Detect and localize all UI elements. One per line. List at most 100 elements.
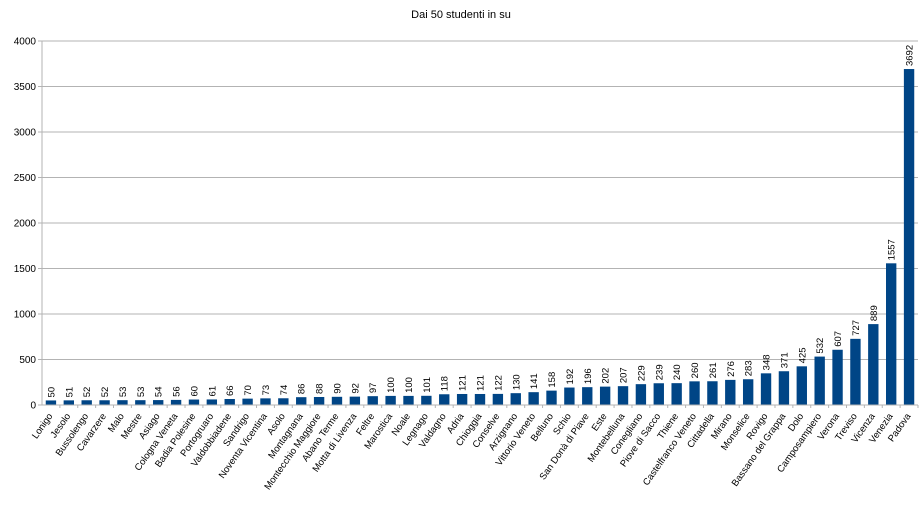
bar <box>135 400 146 405</box>
bar <box>421 395 432 405</box>
bar <box>832 349 843 405</box>
bar <box>492 393 504 405</box>
bar <box>403 395 414 405</box>
bar <box>725 379 736 405</box>
data-label: 121 <box>476 375 487 391</box>
bar <box>296 397 307 405</box>
data-label: 101 <box>422 377 433 393</box>
data-label: 202 <box>601 368 612 384</box>
bars <box>45 69 915 405</box>
data-label: 92 <box>350 383 361 394</box>
data-label: 607 <box>833 331 844 347</box>
data-label: 73 <box>261 385 272 396</box>
data-label: 260 <box>690 362 701 378</box>
bar <box>510 393 521 405</box>
data-label: 70 <box>243 385 254 396</box>
bar <box>707 381 718 405</box>
data-label: 240 <box>672 364 683 380</box>
y-tick-label: 3000 <box>14 128 37 139</box>
data-label: 130 <box>511 374 522 390</box>
bar <box>242 398 253 405</box>
data-label: 60 <box>189 386 200 397</box>
data-label: 74 <box>279 385 290 396</box>
data-label: 371 <box>779 352 790 368</box>
data-label: 52 <box>82 387 93 398</box>
data-label: 889 <box>869 305 880 321</box>
bar <box>45 400 57 405</box>
data-label: 56 <box>172 386 183 397</box>
bar <box>582 387 593 405</box>
bar <box>689 381 700 405</box>
data-label: 66 <box>225 385 236 396</box>
data-label: 283 <box>744 360 755 376</box>
data-label: 100 <box>404 377 415 393</box>
data-label: 207 <box>619 367 630 383</box>
bar <box>153 400 164 405</box>
y-axis-ticks: 0 500 1000 1500 2000 2500 3000 3500 4000 <box>14 37 42 412</box>
data-label: 53 <box>118 387 129 398</box>
bar <box>885 263 897 405</box>
data-label: 88 <box>315 383 326 394</box>
data-label: 229 <box>636 365 647 381</box>
data-label: 158 <box>547 372 558 388</box>
bar <box>439 394 450 405</box>
data-label: 141 <box>529 373 540 389</box>
bar <box>474 393 486 405</box>
data-label: 121 <box>458 375 469 391</box>
bar <box>903 69 915 405</box>
data-label: 192 <box>565 369 576 385</box>
data-labels: 50 51 52 52 53 53 54 56 60 61 66 70 73 74 86 88 90 92 97 10… <box>46 45 915 398</box>
bar <box>81 400 92 405</box>
data-label: 122 <box>493 375 504 391</box>
y-tick-label: 4000 <box>14 37 37 48</box>
bar <box>617 386 629 405</box>
y-tick-label: 500 <box>19 355 36 366</box>
bar <box>546 390 557 405</box>
bar <box>456 393 468 405</box>
bar <box>796 366 807 405</box>
data-label: 90 <box>332 383 343 394</box>
data-label: 86 <box>297 384 308 395</box>
bar <box>528 392 539 405</box>
bar <box>313 396 325 405</box>
data-label: 52 <box>100 387 111 398</box>
bar <box>742 379 754 405</box>
bar <box>367 396 378 405</box>
bar <box>331 396 343 405</box>
bar <box>206 399 218 405</box>
data-label: 3692 <box>905 45 916 66</box>
data-label: 239 <box>654 364 665 380</box>
data-label: 276 <box>726 361 737 377</box>
bar <box>260 398 271 405</box>
bar <box>760 373 772 405</box>
data-label: 532 <box>815 338 826 354</box>
data-label: 261 <box>708 362 719 378</box>
y-tick-label: 2000 <box>14 219 37 230</box>
bar <box>599 386 611 405</box>
gridlines <box>42 40 918 360</box>
bar <box>278 398 289 405</box>
bar <box>99 400 110 405</box>
bar <box>814 356 825 405</box>
bar <box>385 395 396 405</box>
y-tick-label: 1000 <box>14 310 37 321</box>
bar <box>117 400 128 405</box>
x-axis-ticks: LonigoJesoloBussolengoCavarzereMaloMestr… <box>30 405 919 492</box>
data-label: 51 <box>64 387 75 398</box>
data-label: 61 <box>207 386 218 397</box>
data-label: 54 <box>154 387 165 398</box>
y-tick-label: 2500 <box>14 173 37 184</box>
chart-title: Dai 50 studenti in su <box>411 9 511 21</box>
data-label: 1557 <box>887 239 898 260</box>
data-label: 118 <box>440 376 451 391</box>
bar <box>868 324 879 405</box>
bar <box>63 400 75 405</box>
data-label: 425 <box>797 347 808 363</box>
bar <box>224 398 235 405</box>
bar <box>170 399 182 405</box>
data-label: 196 <box>583 368 594 384</box>
data-label: 50 <box>46 387 57 398</box>
bar <box>778 371 790 405</box>
bar <box>653 383 664 405</box>
